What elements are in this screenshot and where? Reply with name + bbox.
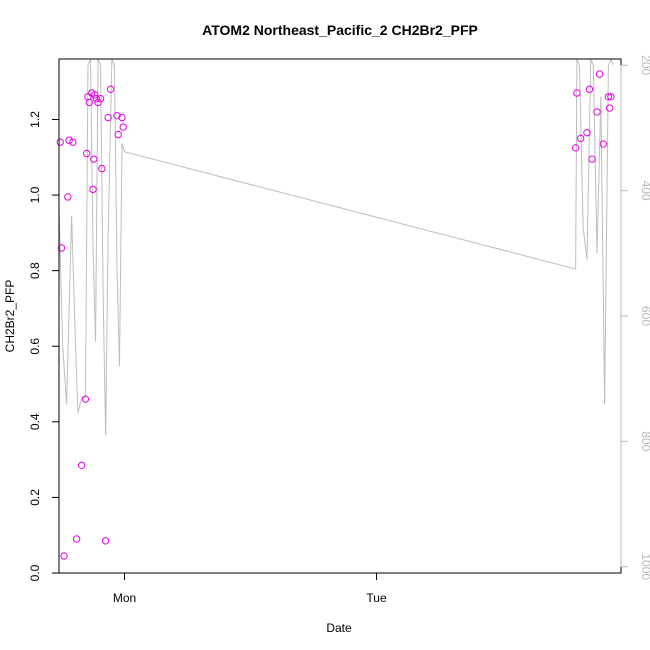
- data-point: [595, 70, 604, 78]
- data-point: [114, 130, 122, 139]
- line-segment: [590, 59, 594, 66]
- x-axis-label: Date: [326, 621, 352, 635]
- data-point: [91, 91, 99, 99]
- data-point: [69, 138, 77, 146]
- data-point: [64, 193, 72, 201]
- y-right-tick-label: 600: [639, 306, 650, 326]
- line-segment: [576, 59, 580, 66]
- data-point: [593, 108, 601, 116]
- plot-frame: [58, 58, 622, 574]
- line-segment: [118, 143, 123, 367]
- data-point: [101, 537, 110, 545]
- x-axis: Mon Tue: [113, 572, 387, 605]
- line-segment: [578, 65, 584, 229]
- data-point: [89, 185, 97, 194]
- data-point: [571, 144, 580, 152]
- line-segment: [59, 206, 64, 348]
- data-point: [118, 113, 126, 122]
- line-segment: [111, 59, 115, 66]
- y-tick-label: 1.2: [28, 111, 42, 128]
- line-segment: [97, 59, 102, 66]
- y-tick-label: 0.4: [28, 413, 42, 430]
- line-segment: [105, 234, 109, 436]
- line-segment: [113, 65, 118, 266]
- line-segment: [71, 215, 76, 342]
- line-segment: [66, 215, 73, 404]
- data-point: [60, 552, 68, 560]
- line-segment: [121, 143, 125, 152]
- line-segment: [610, 59, 614, 66]
- line-segment: [100, 65, 104, 291]
- y-axis-label: CH2Br2_PFP: [3, 280, 17, 353]
- line-segment: [102, 290, 107, 436]
- points-series: [56, 70, 615, 560]
- data-point: [113, 111, 121, 120]
- data-point: [83, 149, 91, 158]
- data-point: [56, 138, 64, 146]
- line-segment: [116, 265, 120, 367]
- y-right-tick-label: 200: [639, 55, 650, 75]
- data-point: [92, 94, 101, 103]
- data-point: [106, 85, 115, 93]
- y-axis-right: 200 400 600 800 1000: [620, 55, 650, 580]
- line-segment: [124, 151, 576, 270]
- line-segment: [74, 341, 79, 414]
- data-point: [588, 155, 596, 163]
- data-point: [57, 244, 66, 252]
- line-segment: [77, 397, 83, 414]
- line-segment: [600, 96, 606, 404]
- line-segment: [90, 59, 94, 248]
- data-point: [583, 129, 591, 137]
- data-point: [94, 98, 102, 107]
- line-segment: [596, 96, 602, 254]
- data-point: [81, 395, 90, 403]
- y-tick-label: 0.0: [28, 564, 42, 581]
- line-segment: [62, 347, 68, 404]
- y-axis: 0.0 0.2 0.4 0.6 0.8 1.0 1.2: [28, 111, 60, 581]
- line-series: [59, 59, 614, 436]
- data-point: [90, 155, 98, 163]
- data-point: [77, 461, 86, 469]
- line-segment: [92, 247, 97, 342]
- line-segment: [607, 59, 612, 66]
- chart-title: ATOM2 Northeast_Pacific_2 CH2Br2_PFP: [202, 22, 478, 38]
- y-tick-label: 1.0: [28, 186, 42, 203]
- data-point: [96, 94, 105, 103]
- data-point: [72, 535, 81, 543]
- line-segment: [582, 228, 588, 260]
- y-right-tick-label: 1000: [639, 553, 650, 580]
- data-point: [104, 113, 112, 122]
- line-segment: [604, 65, 609, 404]
- data-point: [585, 85, 594, 93]
- line-segment: [107, 59, 113, 235]
- data-point: [599, 140, 608, 148]
- y-tick-label: 0.8: [28, 262, 42, 279]
- data-point: [84, 93, 92, 101]
- x-tick-label: Tue: [366, 591, 387, 605]
- x-tick-label: Mon: [113, 591, 136, 605]
- data-point: [65, 136, 73, 144]
- line-segment: [575, 59, 578, 269]
- data-point: [98, 164, 106, 173]
- data-point: [576, 134, 585, 143]
- y-tick-label: 0.2: [28, 489, 42, 506]
- line-segment: [84, 65, 89, 398]
- data-point: [119, 123, 127, 131]
- data-point: [573, 89, 581, 97]
- y-tick-label: 0.6: [28, 338, 42, 355]
- y-right-tick-label: 800: [639, 431, 650, 451]
- data-point: [607, 93, 615, 101]
- data-point: [85, 98, 93, 107]
- data-point: [605, 104, 614, 112]
- data-point: [604, 93, 613, 101]
- y-right-tick-label: 400: [639, 181, 650, 201]
